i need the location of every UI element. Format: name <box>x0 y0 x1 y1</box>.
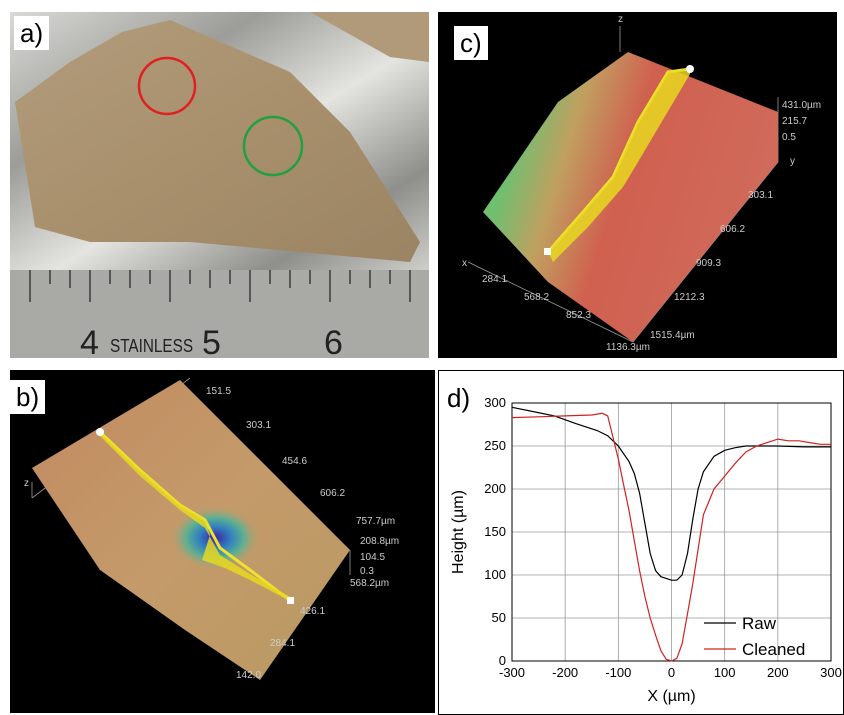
series-line-raw <box>511 406 831 581</box>
scan-b-top-tick: 454.6 <box>282 456 308 467</box>
scan-b-z-tick: 208.8µm <box>360 536 400 547</box>
green-circle-marker <box>242 115 304 177</box>
y-tick-label: 200 <box>484 481 506 496</box>
scan-c-x-tick: 852.3 <box>566 310 592 321</box>
ruler-number-5: 5 <box>202 324 221 358</box>
x-tick-label: 0 <box>668 665 675 680</box>
scan-c-endpoint-circle <box>686 65 694 73</box>
ruler-number-6: 6 <box>324 324 343 358</box>
scan-c-axis-x: x <box>462 258 467 269</box>
scan-c-z-tick: 215.7 <box>782 116 808 127</box>
scan-b-top-tick: 303.1 <box>246 420 272 431</box>
photo-illustration <box>10 12 429 358</box>
panel-a-photo: 4 STAINLESS 5 6 a) <box>10 12 429 358</box>
x-tick-label: 300 <box>820 665 842 680</box>
y-tick-label: 250 <box>484 438 506 453</box>
scan-b-profile-section <box>100 432 292 602</box>
panel-b-3d-scan: z 151.5 303.1 454.6 606.2 757.7µm 208.8µ… <box>10 370 435 713</box>
panel-d-profile-chart: -300 -200 -100 0 100 200 300 0 50 100 150 200 250 300… <box>438 370 844 715</box>
panel-c-3d-scan: z y x 431.0µm 215.7 0.5 303.1 606.2 909.… <box>438 12 837 358</box>
scan-c-x-tick: 1136.3µm <box>606 342 650 353</box>
x-tick-label: -100 <box>605 665 631 680</box>
scan-b-endpoint-square <box>287 597 294 604</box>
legend-label: Cleaned <box>742 640 805 659</box>
scan-b-endpoint-circle <box>96 428 104 436</box>
panel-label-b: b) <box>10 380 46 414</box>
scan-b-axis-z: z <box>24 478 29 489</box>
scan-c-z-tick: 431.0µm <box>782 100 822 111</box>
bone-fragment-top <box>310 12 429 62</box>
scan-b-z-tick: 0.3 <box>360 566 374 577</box>
scan-b-top-tick: 606.2 <box>320 488 346 499</box>
x-axis-label: X (µm) <box>647 688 695 705</box>
scan-c-y-tick: 909.3 <box>696 258 722 269</box>
panel-label-c: c) <box>454 26 488 60</box>
scan-c-y-tick: 303.1 <box>748 190 774 201</box>
scan-b-bottom-tick: 426.1 <box>300 606 326 617</box>
x-tick-label: -300 <box>499 665 525 680</box>
ruler-ticks <box>29 270 411 302</box>
series-line-cleaned <box>511 412 831 662</box>
scan-c-y-tick: 1212.3 <box>674 292 705 303</box>
panel-label-a: a) <box>14 16 50 50</box>
scan-b-surface <box>31 377 351 680</box>
legend-label: Raw <box>742 614 777 633</box>
panel-label-d: d) <box>447 383 471 413</box>
y-tick-label: 150 <box>484 524 506 539</box>
scan-b-z-tick: 104.5 <box>360 552 386 563</box>
ruler-label: STAINLESS <box>110 336 194 356</box>
ruler-number-4: 4 <box>80 324 99 358</box>
scan-c-profile-section <box>548 69 690 262</box>
scan-c-z-tick: 0.5 <box>782 132 796 143</box>
scan-c-axis-z: z <box>618 14 623 25</box>
scan-c-y-tick: 1515.4µm <box>650 330 695 341</box>
scan-b-bottom-tick: 142.0 <box>236 670 262 681</box>
x-tick-label: -200 <box>552 665 578 680</box>
scan-c-height-map <box>483 52 778 342</box>
scan-c-x-tick: 284.1 <box>482 274 508 285</box>
scan-c-y-tick: 606.2 <box>720 224 746 235</box>
ruler <box>10 270 429 358</box>
x-tick-label: 100 <box>714 665 736 680</box>
y-tick-label: 300 <box>484 395 506 410</box>
scan-c-axis-y: y <box>790 156 795 167</box>
y-axis-label: Height (µm) <box>450 490 467 574</box>
bone-fragment <box>15 20 420 262</box>
scan-b-top-tick: 151.5 <box>206 386 232 397</box>
y-tick-label: 50 <box>492 610 506 625</box>
y-tick-label: 100 <box>484 567 506 582</box>
scan-c-endpoint-square <box>544 248 551 255</box>
scan-b-top-tick: 757.7µm <box>356 516 396 527</box>
profile-chart: -300 -200 -100 0 100 200 300 0 50 100 150 200 250 300… <box>450 395 842 705</box>
scan-b-bottom-tick: 568.2µm <box>350 578 390 589</box>
red-circle-marker <box>137 56 197 116</box>
scan-b-bottom-tick: 284.1 <box>270 638 296 649</box>
scan-c-surface <box>467 26 779 343</box>
scan-c-x-tick: 568.2 <box>524 292 550 303</box>
y-tick-label: 0 <box>499 653 506 668</box>
x-tick-label: 200 <box>767 665 789 680</box>
